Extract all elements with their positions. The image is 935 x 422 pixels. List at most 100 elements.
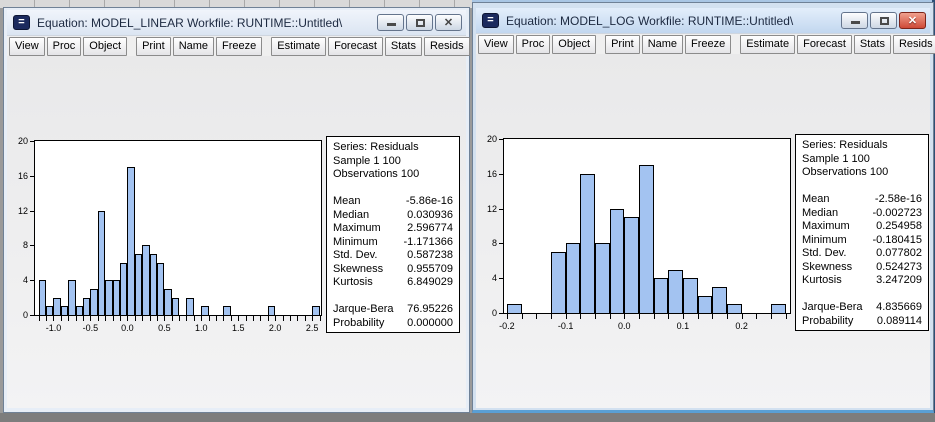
- stat-value: -0.002723: [872, 206, 922, 219]
- toolbar-button-stats[interactable]: Stats: [384, 36, 422, 56]
- y-tick-label: 20: [486, 134, 497, 144]
- restore-button[interactable]: [870, 12, 897, 29]
- x-tick: [260, 316, 262, 321]
- x-tick: [550, 314, 552, 319]
- toolbar-button-object[interactable]: Object: [83, 36, 128, 56]
- toolbar-button-view[interactable]: View: [9, 36, 45, 56]
- toolbar-button-resids[interactable]: Resids: [423, 36, 470, 56]
- y-tick: [499, 243, 503, 245]
- y-tick: [30, 141, 34, 142]
- x-tick-label: 2.5: [305, 323, 319, 333]
- x-tick: [594, 314, 596, 319]
- histogram-bar: [668, 269, 683, 313]
- stat-value: 0.089114: [876, 314, 922, 327]
- toolbar-button-print[interactable]: Print: [605, 34, 640, 54]
- toolbar-button-forecast[interactable]: Forecast: [328, 36, 383, 56]
- x-tick: [245, 316, 247, 321]
- x-tick-label: 1.0: [195, 323, 208, 333]
- toolbar-button-estimate[interactable]: Estimate: [740, 34, 796, 54]
- x-tick-label: 0.0: [618, 321, 631, 331]
- stat-row: Jarque-Bera 76.95226: [333, 303, 453, 317]
- restore-button[interactable]: [406, 14, 433, 31]
- toolbar-button-estimate[interactable]: Estimate: [271, 36, 327, 56]
- toolbar-button-object[interactable]: Object: [552, 34, 597, 54]
- x-tick: [756, 314, 758, 319]
- y-tick-label: 0: [22, 310, 28, 320]
- y-tick: [30, 175, 34, 177]
- toolbar-button-view[interactable]: View: [478, 34, 514, 54]
- close-button[interactable]: [435, 14, 462, 31]
- stat-label: Skewness: [802, 260, 853, 273]
- x-tick: [179, 316, 181, 321]
- histogram-bar: [682, 278, 698, 313]
- titlebar[interactable]: Equation: MODEL_LINEAR Workfile: RUNTIME…: [7, 10, 466, 35]
- x-tick: [208, 316, 210, 321]
- y-tick-label: 16: [17, 170, 28, 181]
- toolbar-button-resids[interactable]: Resids: [892, 34, 935, 54]
- histogram-bar: [142, 245, 150, 315]
- histogram-bar: [164, 288, 172, 315]
- histogram-bar: [112, 280, 120, 315]
- close-button[interactable]: [899, 12, 926, 29]
- toolbar-button-name[interactable]: Name: [172, 36, 215, 56]
- stat-value: 0.955709: [407, 262, 453, 275]
- stat-row: Median 0.030936: [333, 209, 453, 223]
- x-tick: [668, 314, 670, 319]
- histogram-view: 0 4 8 12 16 20 -0.2 -0.1 0.0 0.1 0.2 Series: Resid…: [476, 54, 930, 408]
- x-tick: [230, 316, 232, 321]
- x-tick: [653, 314, 655, 319]
- y-tick: [30, 315, 34, 316]
- toolbar-button-freeze[interactable]: Freeze: [216, 36, 263, 56]
- equation-object-icon: [13, 15, 30, 30]
- toolbar-button-forecast[interactable]: Forecast: [797, 34, 852, 54]
- equation-window-model-linear: Equation: MODEL_LINEAR Workfile: RUNTIME…: [3, 7, 470, 413]
- minimize-button[interactable]: [377, 14, 404, 31]
- stat-label: Kurtosis: [802, 274, 842, 286]
- x-tick: [193, 316, 195, 321]
- y-tick-label: 8: [22, 240, 28, 251]
- x-tick: [149, 316, 151, 321]
- histogram-bar: [770, 304, 786, 313]
- y-tick-label: 8: [491, 238, 497, 249]
- x-tick: [624, 314, 626, 319]
- toolbar-button-proc[interactable]: Proc: [515, 34, 551, 54]
- x-tick: [741, 314, 743, 319]
- titlebar[interactable]: Equation: MODEL_LOG Workfile: RUNTIME::U…: [476, 8, 930, 33]
- toolbar-button-proc[interactable]: Proc: [46, 36, 82, 56]
- stat-value: 0.030936: [407, 208, 453, 221]
- stat-label: Median: [333, 208, 370, 221]
- toolbar-button-print[interactable]: Print: [136, 36, 171, 56]
- histogram-bar: [156, 262, 165, 315]
- stat-row: Mean -5.86e-16: [333, 195, 453, 209]
- x-tick: [164, 316, 166, 321]
- x-tick: [770, 314, 772, 319]
- stat-label: Std. Dev.: [333, 249, 378, 261]
- x-tick: [156, 316, 158, 321]
- x-tick: [201, 316, 203, 321]
- stat-row: Maximum 2.596774: [333, 222, 453, 236]
- y-tick-label: 12: [17, 205, 28, 216]
- histogram-bar: [171, 297, 180, 315]
- stat-label: Maximum: [333, 222, 381, 234]
- stat-row: Std. Dev. 0.587238: [333, 249, 453, 263]
- stat-row: Probability 0.089114: [802, 315, 922, 329]
- x-tick: [536, 314, 538, 319]
- stat-value: -1.171366: [403, 235, 453, 248]
- toolbar-button-freeze[interactable]: Freeze: [685, 34, 732, 54]
- histogram-bar: [550, 252, 566, 313]
- stat-value: 0.000000: [407, 316, 453, 329]
- stat-row: Kurtosis 3.247209: [802, 274, 922, 288]
- minimize-button[interactable]: [841, 12, 868, 29]
- toolbar-button-stats[interactable]: Stats: [853, 34, 891, 54]
- histogram-bar: [697, 295, 713, 313]
- x-tick: [119, 316, 121, 321]
- equation-toolbar: View Proc Object Print Name Freeze Estimate For…: [476, 33, 935, 54]
- x-tick-label: -0.5: [82, 323, 99, 333]
- histogram-bar: [127, 167, 135, 315]
- stat-label: Minimum: [802, 233, 847, 246]
- toolbar-button-name[interactable]: Name: [641, 34, 684, 54]
- histogram-bar: [68, 280, 76, 315]
- x-tick-label: 0.0: [121, 323, 134, 333]
- x-tick-label: 1.5: [231, 323, 245, 333]
- x-tick: [53, 316, 55, 321]
